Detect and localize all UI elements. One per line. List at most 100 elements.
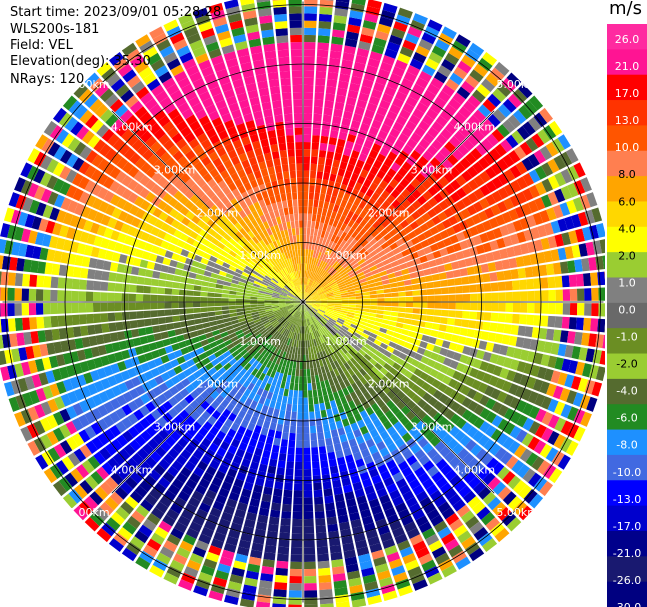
gate-cell: [462, 490, 477, 504]
gate-cell: [207, 242, 217, 251]
gate-cell: [421, 212, 431, 223]
gate-cell: [107, 353, 117, 364]
gate-cell: [114, 242, 124, 253]
gate-cell: [98, 201, 110, 213]
gate-cell: [315, 313, 322, 320]
gate-cell: [377, 130, 388, 140]
gate-cell: [405, 496, 418, 508]
gate-cell: [269, 269, 276, 277]
gate-cell: [298, 397, 303, 405]
gate-cell: [294, 296, 301, 301]
gate-cell: [228, 358, 237, 366]
gate-cell: [455, 285, 463, 294]
ray: [303, 0, 366, 300]
gate-cell: [189, 364, 199, 374]
gate-cell: [266, 243, 273, 252]
gate-cell: [321, 474, 331, 483]
gate-cell: [533, 476, 548, 492]
gate-cell: [324, 313, 332, 318]
gate-cell: [487, 496, 502, 511]
gate-cell: [270, 319, 278, 325]
gate-cell: [380, 274, 389, 281]
gate-cell: [339, 288, 348, 292]
gate-cell: [275, 314, 283, 320]
gate-cell: [33, 420, 46, 436]
gate-cell: [452, 443, 464, 455]
gate-cell: [386, 380, 396, 390]
gate-cell: [173, 349, 183, 358]
gate-cell: [43, 468, 58, 484]
gate-cell: [314, 92, 325, 101]
gate-cell: [322, 315, 330, 321]
gate-cell: [305, 295, 312, 301]
gate-cell: [253, 318, 262, 324]
gate-cell: [404, 33, 420, 45]
gate-cell: [183, 26, 199, 38]
gate-cell: [251, 219, 259, 228]
gate-cell: [386, 168, 397, 178]
gate-cell: [216, 163, 226, 174]
gate-cell: [363, 254, 372, 262]
gate-cell: [129, 439, 142, 452]
gate-cell: [340, 372, 348, 381]
gate-cell: [315, 518, 326, 526]
gate-cell: [550, 249, 560, 262]
gate-cell: [264, 305, 272, 308]
gate-cell: [219, 237, 229, 246]
gate-cell: [118, 253, 128, 264]
gate-cell: [41, 450, 55, 466]
gate-cell: [27, 182, 39, 198]
gate-cell: [245, 344, 253, 352]
gate-cell: [418, 138, 431, 150]
gate-cell: [349, 584, 364, 594]
gate-cell: [427, 208, 437, 219]
gate-cell: [79, 109, 94, 124]
gate-cell: [245, 570, 259, 580]
gate-cell: [293, 279, 297, 287]
gate-cell: [306, 270, 310, 279]
gate-cell: [437, 501, 451, 514]
gate-cell: [187, 344, 196, 353]
gate-cell: [198, 229, 208, 238]
gate-cell: [528, 95, 544, 111]
gate-cell: [160, 440, 172, 453]
gate-cell: [325, 86, 337, 95]
gate-cell: [331, 271, 339, 278]
gate-cell: [394, 270, 403, 277]
gate-cell: [561, 358, 572, 372]
gate-cell: [200, 297, 208, 302]
gate-cell: [574, 331, 583, 345]
gate-cell: [561, 232, 572, 246]
gate-cell: [310, 346, 314, 355]
gate-cell: [501, 211, 513, 224]
gate-cell: [412, 338, 422, 347]
gate-cell: [459, 327, 469, 337]
gate-cell: [364, 485, 375, 495]
gate-cell: [304, 293, 309, 300]
gate-cell: [83, 348, 93, 360]
gate-cell: [273, 347, 279, 356]
gate-cell: [422, 478, 435, 490]
gate-cell: [299, 304, 303, 312]
gate-cell: [447, 278, 456, 287]
gate-cell: [284, 285, 291, 292]
gate-cell: [564, 246, 574, 260]
gate-cell: [316, 286, 323, 292]
gate-cell: [284, 475, 294, 484]
gate-cell: [448, 378, 459, 389]
gate-cell: [296, 354, 301, 362]
gate-cell: [303, 63, 315, 71]
gate-cell: [211, 250, 220, 259]
gate-cell: [147, 234, 157, 245]
gate-cell: [69, 376, 80, 390]
gate-cell: [531, 133, 545, 148]
gate-cell: [468, 476, 482, 490]
gate-cell: [299, 292, 303, 300]
gate-cell: [238, 317, 246, 323]
gate-cell: [421, 334, 430, 343]
gate-cell: [355, 302, 364, 305]
gate-cell: [415, 45, 430, 58]
gate-cell: [294, 303, 301, 308]
gate-cell: [329, 250, 336, 258]
gate-cell: [305, 299, 313, 302]
